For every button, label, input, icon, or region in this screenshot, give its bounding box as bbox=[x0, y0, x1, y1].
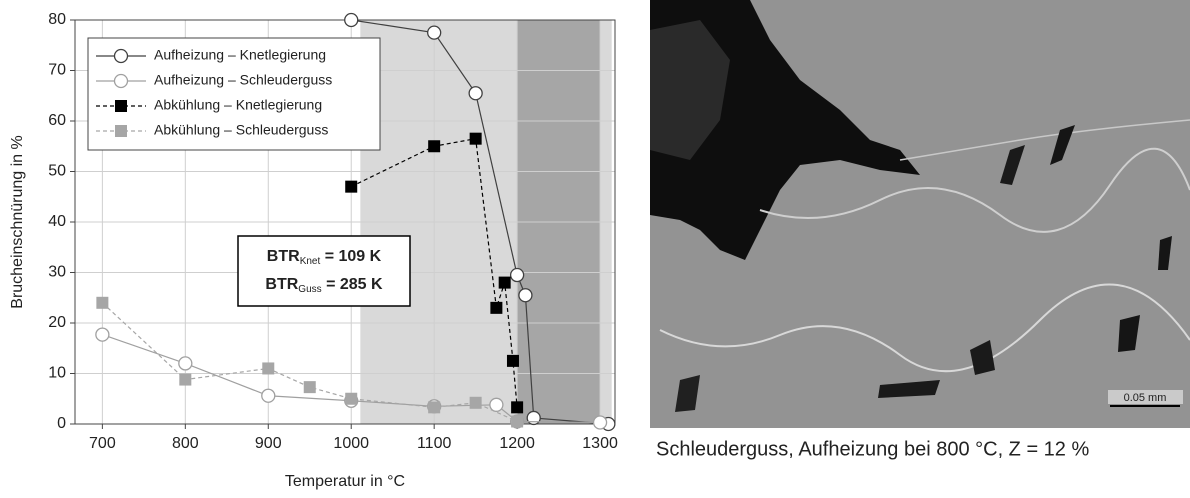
marker bbox=[427, 25, 442, 40]
legend-label: Aufheizung – Knetlegierung bbox=[154, 47, 326, 63]
marker bbox=[469, 396, 482, 409]
x-tick-label: 1200 bbox=[499, 435, 535, 452]
annotation-text: BTRGuss = 285 K bbox=[265, 276, 383, 294]
marker bbox=[489, 397, 504, 412]
y-tick-label: 10 bbox=[48, 365, 66, 382]
marker bbox=[95, 327, 110, 342]
marker bbox=[261, 388, 276, 403]
marker bbox=[113, 73, 129, 89]
marker bbox=[509, 267, 525, 283]
legend-label: Abkühlung – Schleuderguss bbox=[154, 122, 328, 138]
marker bbox=[592, 415, 608, 430]
y-tick-label: 80 bbox=[48, 11, 66, 28]
marker bbox=[96, 296, 109, 309]
x-tick-label: 700 bbox=[89, 435, 116, 452]
annotation-main: BTR bbox=[267, 248, 300, 265]
marker bbox=[511, 401, 524, 414]
y-tick-label: 70 bbox=[48, 62, 66, 79]
annotation-sub: Guss bbox=[298, 284, 321, 295]
x-tick-label: 1000 bbox=[333, 435, 369, 452]
legend-label: Aufheizung – Schleuderguss bbox=[154, 72, 332, 88]
micrograph bbox=[650, 0, 1190, 428]
marker bbox=[303, 381, 316, 394]
legend-box bbox=[87, 37, 381, 151]
series-line bbox=[101, 302, 518, 423]
marker bbox=[511, 415, 524, 428]
marker bbox=[506, 354, 519, 367]
marker bbox=[345, 180, 358, 193]
marker bbox=[526, 410, 541, 426]
y-tick-label: 60 bbox=[48, 112, 66, 129]
legend: Aufheizung – Knetlegierung Aufheizung – S… bbox=[87, 37, 381, 151]
annotation-rest: = 285 K bbox=[322, 276, 383, 293]
x-axis-label: Temperatur in °C bbox=[285, 473, 405, 490]
marker bbox=[468, 86, 483, 101]
y-tick-label: 50 bbox=[48, 163, 66, 180]
legend-label: Abkühlung – Knetlegierung bbox=[154, 97, 322, 113]
x-tick-label: 1100 bbox=[417, 435, 452, 452]
annotation-text: BTRKnet = 109 K bbox=[267, 248, 382, 266]
marker bbox=[518, 288, 533, 303]
marker bbox=[115, 100, 127, 112]
marker bbox=[345, 392, 358, 405]
y-tick-label: 0 bbox=[57, 415, 66, 432]
x-tick-label: 800 bbox=[172, 435, 199, 452]
annotation-box bbox=[237, 235, 411, 307]
x-tick-label: 900 bbox=[255, 435, 282, 452]
image-caption: Schleuderguss, Aufheizung bei 800 °C, Z … bbox=[656, 438, 1089, 460]
y-tick-label: 40 bbox=[48, 213, 66, 230]
marker bbox=[178, 356, 193, 371]
y-tick-label: 20 bbox=[48, 314, 66, 331]
y-axis-label: Brucheinschnürung in % bbox=[9, 135, 26, 308]
annotation-rest: = 109 K bbox=[320, 248, 381, 265]
scale-bar-label: 0.05 mm bbox=[1124, 392, 1167, 404]
marker bbox=[498, 276, 511, 289]
marker bbox=[428, 401, 441, 414]
marker bbox=[428, 140, 441, 153]
y-tick-label: 30 bbox=[48, 264, 66, 281]
x-tick-label: 1300 bbox=[582, 435, 618, 452]
marker bbox=[179, 373, 192, 386]
marker bbox=[262, 362, 275, 375]
annotation-main: BTR bbox=[265, 276, 298, 293]
marker bbox=[115, 125, 127, 137]
marker bbox=[113, 48, 129, 64]
marker bbox=[490, 301, 503, 314]
annotation-sub: Knet bbox=[300, 256, 321, 267]
marker bbox=[469, 132, 482, 145]
marker bbox=[344, 12, 359, 28]
